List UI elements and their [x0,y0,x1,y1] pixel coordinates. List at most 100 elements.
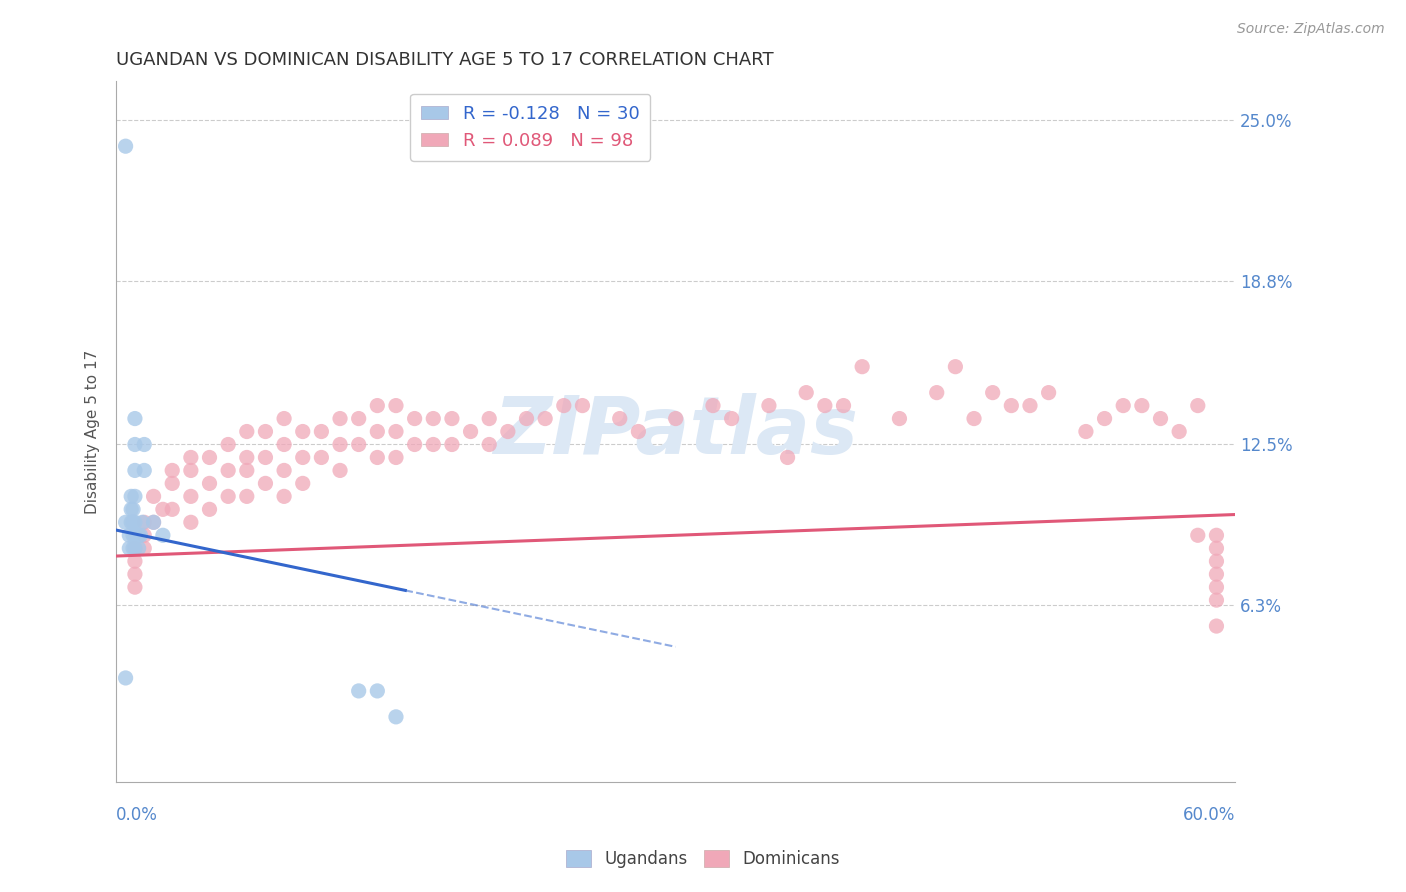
Dominicans [832,399,855,413]
Dominicans [1205,528,1227,542]
Dominicans [702,399,724,413]
Dominicans [440,437,463,451]
Dominicans [291,425,314,439]
Dominicans [385,450,408,465]
Dominicans [180,463,202,477]
Dominicans [1187,528,1209,542]
Dominicans [347,411,370,425]
Ugandans [120,502,142,516]
Dominicans [273,411,295,425]
Dominicans [496,425,519,439]
Ugandans [120,489,142,503]
Dominicans [1112,399,1135,413]
Ugandans [128,541,150,556]
Dominicans [1094,411,1116,425]
Dominicans [254,425,277,439]
Text: 0.0%: 0.0% [117,806,157,824]
Dominicans [160,502,183,516]
Dominicans [254,450,277,465]
Ugandans [129,528,152,542]
Ugandans [128,528,150,542]
Dominicans [1019,399,1042,413]
Ugandans [122,541,145,556]
Dominicans [1149,411,1171,425]
Text: ZIPatlas: ZIPatlas [494,392,858,470]
Dominicans [422,437,444,451]
Ugandans [347,684,370,698]
Dominicans [925,385,948,400]
Dominicans [460,425,482,439]
Dominicans [1074,425,1097,439]
Ugandans [124,528,146,542]
Dominicans [794,385,817,400]
Dominicans [273,463,295,477]
Dominicans [236,489,259,503]
Ugandans [142,516,165,530]
Dominicans [385,425,408,439]
Dominicans [963,411,986,425]
Dominicans [152,502,174,516]
Dominicans [198,502,221,516]
Dominicans [571,399,593,413]
Ugandans [124,463,146,477]
Ugandans [118,528,141,542]
Dominicans [553,399,575,413]
Ugandans [118,541,141,556]
Legend: Ugandans, Dominicans: Ugandans, Dominicans [560,843,846,875]
Dominicans [273,437,295,451]
Dominicans [291,450,314,465]
Ugandans [124,489,146,503]
Dominicans [1168,425,1191,439]
Dominicans [180,450,202,465]
Dominicans [142,489,165,503]
Dominicans [627,425,650,439]
Dominicans [311,425,333,439]
Dominicans [1205,619,1227,633]
Dominicans [515,411,537,425]
Dominicans [404,411,426,425]
Dominicans [478,437,501,451]
Dominicans [665,411,688,425]
Legend: R = -0.128   N = 30, R = 0.089   N = 98: R = -0.128 N = 30, R = 0.089 N = 98 [411,94,650,161]
Dominicans [124,567,146,582]
Dominicans [851,359,873,374]
Dominicans [366,425,388,439]
Dominicans [180,516,202,530]
Dominicans [1130,399,1153,413]
Ugandans [124,437,146,451]
Dominicans [124,554,146,568]
Dominicans [1205,593,1227,607]
Dominicans [404,437,426,451]
Dominicans [134,516,156,530]
Dominicans [217,463,239,477]
Ugandans [122,502,145,516]
Ugandans [120,516,142,530]
Ugandans [114,671,136,685]
Dominicans [609,411,631,425]
Ugandans [134,437,156,451]
Text: UGANDAN VS DOMINICAN DISABILITY AGE 5 TO 17 CORRELATION CHART: UGANDAN VS DOMINICAN DISABILITY AGE 5 TO… [117,51,773,69]
Dominicans [124,541,146,556]
Ugandans [152,528,174,542]
Dominicans [329,463,352,477]
Dominicans [478,411,501,425]
Dominicans [217,489,239,503]
Ugandans [124,516,146,530]
Ugandans [385,710,408,724]
Dominicans [720,411,742,425]
Dominicans [422,411,444,425]
Ugandans [122,528,145,542]
Dominicans [236,463,259,477]
Dominicans [945,359,967,374]
Ugandans [366,684,388,698]
Dominicans [198,476,221,491]
Dominicans [1205,554,1227,568]
Dominicans [160,476,183,491]
Dominicans [534,411,557,425]
Dominicans [1000,399,1022,413]
Y-axis label: Disability Age 5 to 17: Disability Age 5 to 17 [86,350,100,514]
Ugandans [114,139,136,153]
Dominicans [1205,580,1227,594]
Ugandans [124,411,146,425]
Dominicans [366,450,388,465]
